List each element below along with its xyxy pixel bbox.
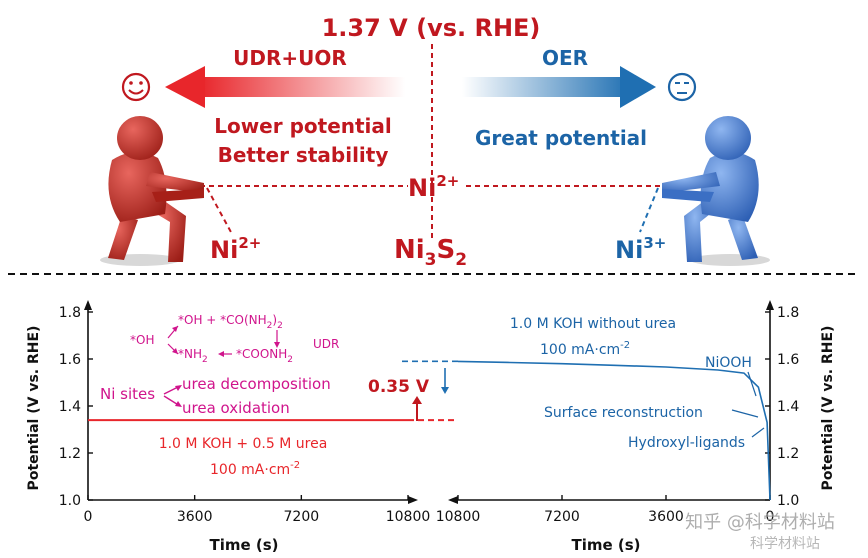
scheme-oh-co: *OH + *CO(NH2)2 [178, 313, 283, 331]
ni-sites-label: Ni sites [100, 385, 155, 403]
urea-oxidation-label: urea oxidation [182, 399, 290, 417]
right-y-tick-label: 1.6 [777, 352, 799, 368]
scheme-nh2: *NH2 [178, 347, 208, 365]
left-text-line1: Lower potential [214, 114, 392, 138]
left-y-tick-label: 1.8 [59, 305, 81, 321]
right-y-tick-label: 1.0 [777, 493, 799, 509]
urea-decomposition-label: urea decomposition [182, 375, 331, 393]
left-x-axis-arrowhead [408, 496, 418, 504]
left-species: Ni2+ [210, 234, 261, 264]
center-species: Ni2+ [408, 172, 459, 202]
chart-axes: 1.0 1.0 1.2 1.2 1.4 1.4 1.6 1.6 1.8 1.8 0 3600 7200 1… [59, 300, 799, 525]
left-x-tick-label: 10800 [386, 509, 431, 525]
neutral-face-icon [667, 72, 697, 102]
catalyst-formula: Ni3S2 [394, 235, 467, 270]
right-y-axis-arrowhead [766, 300, 774, 310]
y-axis-label-right: Potential (V vs. RHE) [820, 326, 836, 491]
right-x-tick-label: 10800 [436, 509, 481, 525]
delta-potential-label: 0.35 V [368, 377, 430, 397]
right-y-tick-label: 1.4 [777, 399, 799, 415]
right-arrow [462, 66, 656, 108]
watermark-line2: 科学材料站 [750, 536, 820, 552]
delta-down-arrowhead [441, 387, 449, 394]
red-figure [100, 116, 204, 266]
y-axis-label-left: Potential (V vs. RHE) [26, 326, 42, 491]
blue-figure [662, 116, 770, 266]
scheme-udr: UDR [313, 337, 339, 351]
right-trace [457, 360, 771, 501]
left-y-tick-label: 1.2 [59, 446, 81, 462]
right-ion-connector [639, 187, 659, 233]
udr-scheme-arrowheads [172, 326, 280, 357]
left-x-tick-label: 0 [84, 509, 93, 525]
x-axis-label-left: Time (s) [209, 536, 278, 554]
right-species: Ni3+ [615, 234, 666, 264]
ni-sites-arrowhead-up [175, 385, 182, 391]
x-axis-label-right: Time (s) [571, 536, 640, 554]
right-y-tick-label: 1.2 [777, 446, 799, 462]
left-y-tick-label: 1.0 [59, 493, 81, 509]
ni-sites-arrowhead-down [175, 401, 182, 407]
left-y-tick-label: 1.6 [59, 352, 81, 368]
right-y-tick-label: 1.8 [777, 305, 799, 321]
delta-up-arrowhead [412, 396, 422, 404]
right-condition-line2: 100 mA·cm-2 [540, 340, 630, 358]
hydroxyl-ligands-label: Hydroxyl-ligands [628, 435, 745, 451]
left-ion-connector [206, 187, 233, 235]
left-arrow [165, 66, 405, 108]
right-arrow-label: OER [542, 46, 588, 70]
left-x-tick-label: 3600 [177, 509, 213, 525]
right-condition-line1: 1.0 M KOH without urea [510, 316, 676, 332]
right-x-tick-label: 0 [766, 509, 775, 525]
watermark-line1: 知乎 @科学材料站 [685, 512, 835, 533]
left-x-tick-label: 7200 [284, 509, 320, 525]
left-y-axis-arrowhead [84, 300, 92, 310]
right-x-tick-label: 3600 [648, 509, 684, 525]
right-x-axis-arrowhead [448, 496, 458, 504]
annotation-arrows [731, 371, 765, 438]
scheme-oh: *OH [130, 333, 154, 347]
left-condition-line2: 100 mA·cm-2 [210, 460, 300, 478]
right-x-tick-label: 7200 [544, 509, 580, 525]
happy-face-icon [121, 72, 151, 102]
surface-reconstruction-label: Surface reconstruction [544, 405, 703, 421]
left-arrow-label: UDR+UOR [233, 46, 347, 70]
potential-label: 1.37 V (vs. RHE) [322, 14, 541, 42]
left-condition-line1: 1.0 M KOH + 0.5 M urea [159, 436, 328, 452]
right-text: Great potential [475, 126, 647, 150]
chart-traces [88, 360, 771, 501]
left-y-tick-label: 1.4 [59, 399, 81, 415]
udr-scheme: *OH *OH + *CO(NH2)2 *NH2 *COONH2 UDR [130, 313, 339, 365]
niooh-label: NiOOH [705, 355, 752, 371]
scheme-coonh2: *COONH2 [236, 347, 293, 365]
left-text-line2: Better stability [218, 143, 389, 167]
